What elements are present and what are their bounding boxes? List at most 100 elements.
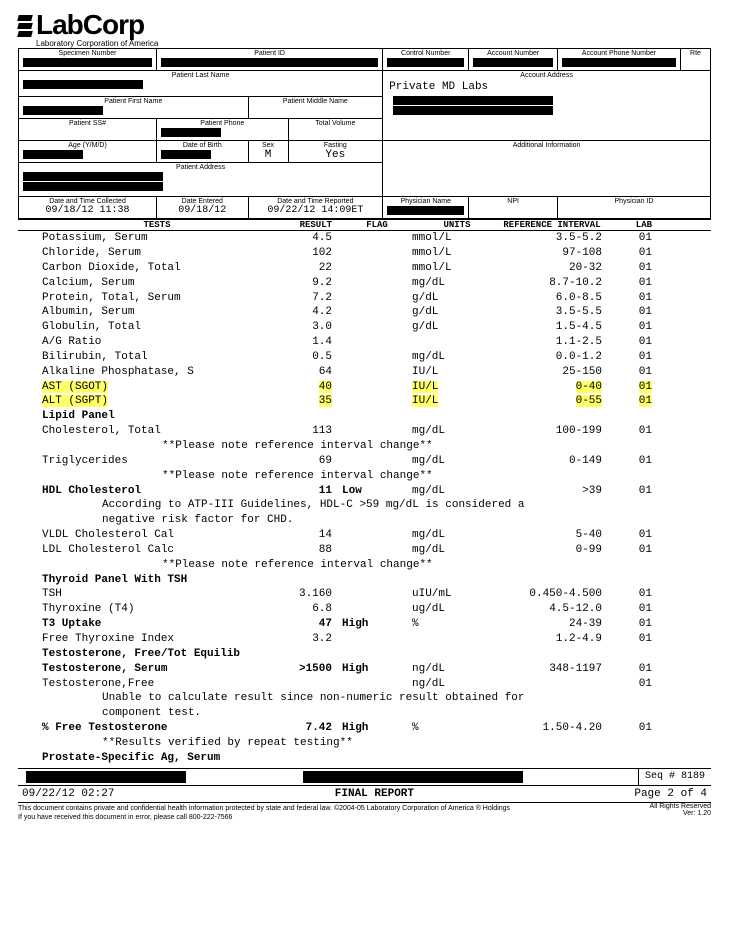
cell: 01 — [622, 305, 652, 320]
cell: 3.5-5.2 — [502, 231, 622, 246]
note: component test. — [42, 706, 711, 721]
redacted — [303, 771, 523, 783]
col-tests: TESTS — [42, 220, 272, 230]
cell: High — [342, 617, 412, 632]
cell — [412, 632, 502, 647]
cell: 1.1-2.5 — [502, 335, 622, 350]
cell: 01 — [622, 602, 652, 617]
cell: 1.50-4.20 — [502, 721, 622, 736]
redacted — [161, 150, 211, 159]
note: According to ATP-III Guidelines, HDL-C >… — [42, 498, 711, 513]
cell: 01 — [622, 276, 652, 291]
cell — [342, 602, 412, 617]
cell: 01 — [622, 721, 652, 736]
cell: 24-39 — [502, 617, 622, 632]
cell — [342, 380, 412, 395]
cell: Triglycerides — [42, 454, 272, 469]
section-header: Testosterone, Free/Tot Equilib — [42, 647, 711, 662]
lbl-rte: Rte — [683, 50, 708, 57]
cell: >1500 — [272, 662, 342, 677]
seq-number: Seq # 8189 — [638, 769, 711, 785]
cell: Testosterone, Serum — [42, 662, 272, 677]
cell: 01 — [622, 365, 652, 380]
cell: g/dL — [412, 291, 502, 306]
cell: 0-149 — [502, 454, 622, 469]
cell: A/G Ratio — [42, 335, 272, 350]
lbl-last-name: Patient Last Name — [21, 72, 380, 79]
result-row: Testosterone, Serum>1500Highng/dL348-119… — [42, 662, 711, 677]
cell — [342, 246, 412, 261]
footer-title: FINAL REPORT — [335, 788, 414, 800]
lbl-dob: Date of Birth — [159, 142, 245, 149]
note: **Results verified by repeat testing** — [42, 736, 711, 751]
redacted — [393, 106, 553, 115]
col-lab: LAB — [622, 220, 652, 230]
result-row: Cholesterol, Total113mg/dL100-19901 — [42, 424, 711, 439]
cell: 20-32 — [502, 261, 622, 276]
cell: 01 — [622, 617, 652, 632]
cell: 35 — [272, 394, 342, 409]
cell: 25-150 — [502, 365, 622, 380]
cell: ALT (SGPT) — [42, 394, 272, 409]
cell: Albumin, Serum — [42, 305, 272, 320]
redacted — [23, 182, 163, 191]
cell: g/dL — [412, 305, 502, 320]
redacted — [473, 58, 553, 67]
cell — [502, 677, 622, 692]
footer-page: Page 2 of 4 — [634, 788, 707, 800]
cell: mg/dL — [412, 276, 502, 291]
cell: 01 — [622, 632, 652, 647]
val-fasting: Yes — [325, 149, 345, 161]
footer-bar: Seq # 8189 — [18, 768, 711, 786]
cell: mmol/L — [412, 261, 502, 276]
cell: 88 — [272, 543, 342, 558]
redacted — [23, 106, 103, 115]
cell: VLDL Cholesterol Cal — [42, 528, 272, 543]
cell: >39 — [502, 484, 622, 499]
cell: 11 — [272, 484, 342, 499]
cell: mmol/L — [412, 231, 502, 246]
result-row: Triglycerides69mg/dL0-14901 — [42, 454, 711, 469]
redacted — [393, 96, 553, 105]
cell: 3.0 — [272, 320, 342, 335]
cell: High — [342, 721, 412, 736]
final-row: 09/22/12 02:27 FINAL REPORT Page 2 of 4 — [18, 786, 711, 802]
lbl-ssn: Patient SS# — [21, 120, 154, 127]
cell — [342, 231, 412, 246]
cell — [342, 365, 412, 380]
cell: TSH — [42, 587, 272, 602]
cell: 0-40 — [502, 380, 622, 395]
disclaimer-1: This document contains private and confi… — [18, 805, 510, 812]
val-reported: 09/22/12 14:09ET — [267, 205, 363, 216]
cell — [342, 677, 412, 692]
result-row: Potassium, Serum4.5mmol/L3.5-5.201 — [42, 231, 711, 246]
cell: mg/dL — [412, 484, 502, 499]
cell — [342, 320, 412, 335]
cell: 01 — [622, 424, 652, 439]
lbl-age: Age (Y/M/D) — [21, 142, 154, 149]
lbl-account-phone: Account Phone Number — [560, 50, 678, 57]
result-row: Protein, Total, Serum7.2g/dL6.0-8.501 — [42, 291, 711, 306]
col-units: UNITS — [412, 220, 502, 230]
cell: Low — [342, 484, 412, 499]
cell: 348-1197 — [502, 662, 622, 677]
cell: IU/L — [412, 365, 502, 380]
lbl-account-addr: Account Address — [385, 72, 708, 79]
result-row: Albumin, Serum4.2g/dL3.5-5.501 — [42, 305, 711, 320]
result-row: Carbon Dioxide, Total22mmol/L20-3201 — [42, 261, 711, 276]
result-row: Free Thyroxine Index3.21.2-4.901 — [42, 632, 711, 647]
results-header: TESTS RESULT FLAG UNITS REFERENCE INTERV… — [18, 219, 711, 231]
lbl-patient-id: Patient ID — [159, 50, 380, 57]
cell: T3 Uptake — [42, 617, 272, 632]
result-row: VLDL Cholesterol Cal14mg/dL5-4001 — [42, 528, 711, 543]
cell — [342, 350, 412, 365]
cell: 1.4 — [272, 335, 342, 350]
cell: mg/dL — [412, 350, 502, 365]
cell — [272, 677, 342, 692]
patient-info-grid: Specimen Number Patient ID Control Numbe… — [18, 48, 711, 219]
note: Unable to calculate result since non-num… — [42, 691, 711, 706]
cell: ug/dL — [412, 602, 502, 617]
cell: ng/dL — [412, 662, 502, 677]
cell: Carbon Dioxide, Total — [42, 261, 272, 276]
lbl-physician: Physician Name — [385, 198, 466, 205]
